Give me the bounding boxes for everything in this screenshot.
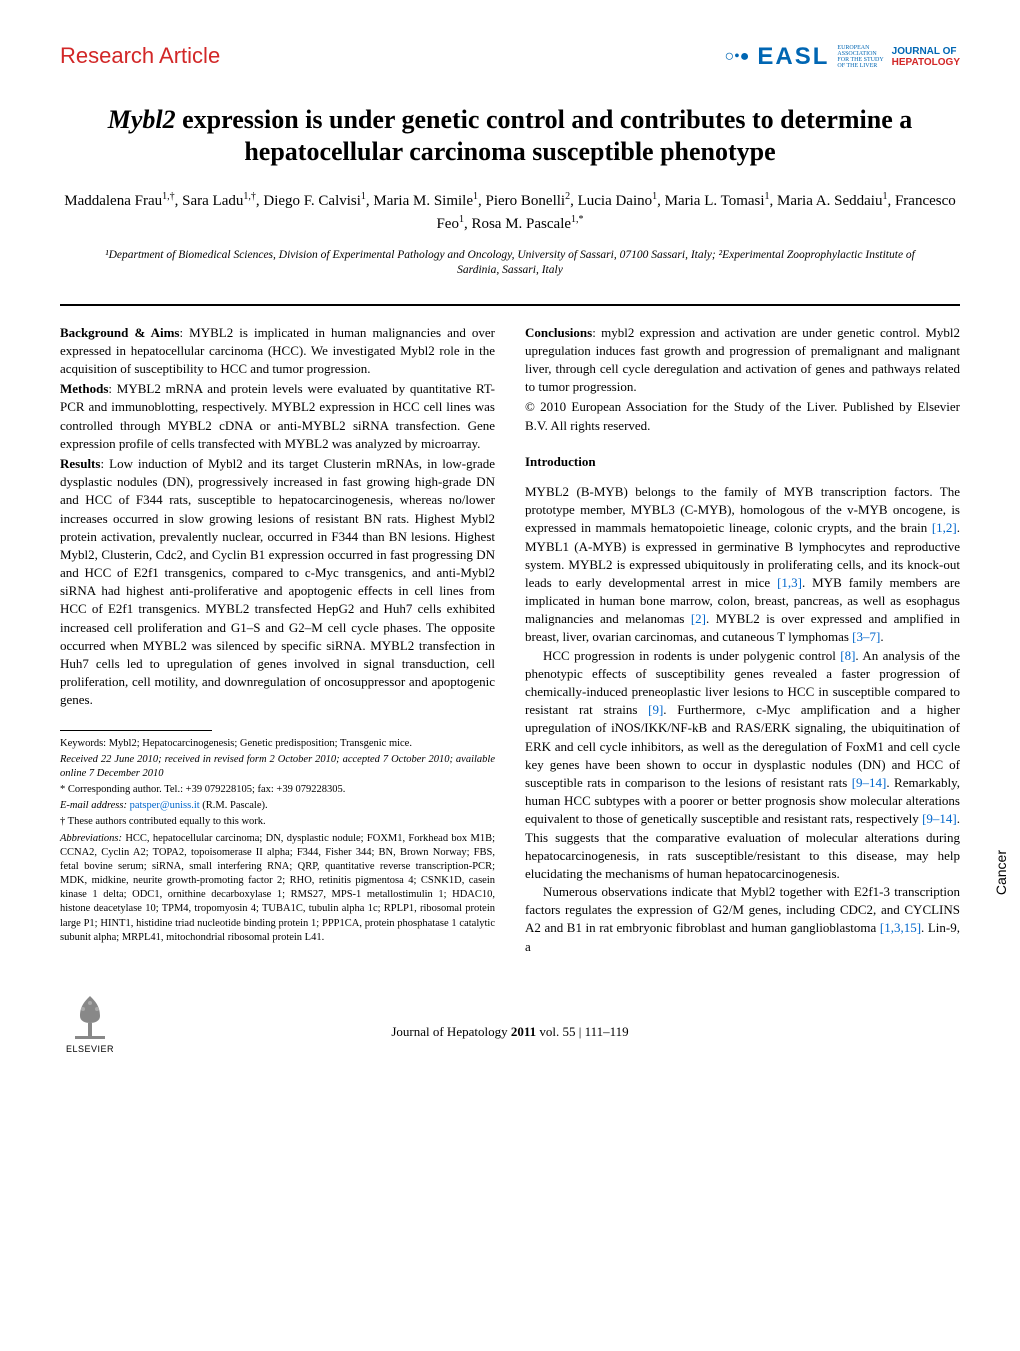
easl-logo: EASL (757, 40, 829, 74)
affiliations: ¹Department of Biomedical Sciences, Divi… (90, 248, 930, 279)
abstract-columns: Background & Aims: MYBL2 is implicated i… (60, 324, 960, 956)
background-aims: Background & Aims: MYBL2 is implicated i… (60, 324, 495, 379)
ref-link[interactable]: [9–14] (922, 811, 957, 826)
email-line: E-mail address: patsper@uniss.it (R.M. P… (60, 799, 495, 813)
introduction-heading: Introduction (525, 453, 960, 471)
elsevier-tree-icon (65, 991, 115, 1041)
conclusions: Conclusions: mybl2 expression and activa… (525, 324, 960, 397)
ref-link[interactable]: [9–14] (852, 775, 887, 790)
ref-link[interactable]: [3–7] (852, 629, 880, 644)
ref-link[interactable]: [2] (691, 611, 706, 626)
ref-link[interactable]: [1,2] (932, 520, 957, 535)
side-tab-cancer: Cancer (992, 850, 1012, 895)
equal-contribution: † These authors contributed equally to t… (60, 815, 495, 829)
footnote-separator (60, 730, 212, 731)
easl-dots-icon: ○•● (724, 46, 749, 68)
article-title: Mybl2 expression is under genetic contro… (100, 104, 920, 169)
right-column: Conclusions: mybl2 expression and activa… (525, 324, 960, 956)
ref-link[interactable]: [9] (648, 702, 663, 717)
intro-p2: HCC progression in rodents is under poly… (525, 647, 960, 883)
header: Research Article ○•● EASL EUROPEAN ASSOC… (60, 40, 960, 74)
keywords: Keywords: Mybl2; Hepatocarcinogenesis; G… (60, 737, 495, 751)
results: Results: Low induction of Mybl2 and its … (60, 455, 495, 710)
methods: Methods: MYBL2 mRNA and protein levels w… (60, 380, 495, 453)
ref-link[interactable]: [8] (840, 648, 855, 663)
citation: Journal of Hepatology 2011 vol. 55 | 111… (120, 1023, 900, 1041)
article-type: Research Article (60, 41, 220, 72)
intro-p3: Numerous observations indicate that Mybl… (525, 883, 960, 956)
journal-name: JOURNAL OF HEPATOLOGY (892, 46, 960, 68)
abbreviations: Abbreviations: HCC, hepatocellular carci… (60, 832, 495, 945)
copyright: © 2010 European Association for the Stud… (525, 398, 960, 434)
intro-p1: MYBL2 (B-MYB) belongs to the family of M… (525, 483, 960, 647)
elsevier-logo: ELSEVIER (60, 986, 120, 1056)
ref-link[interactable]: [1,3] (777, 575, 802, 590)
ref-link[interactable]: [1,3,15] (880, 920, 921, 935)
email-link[interactable]: patsper@uniss.it (130, 800, 200, 811)
elsevier-text: ELSEVIER (66, 1043, 114, 1056)
corresponding-author: * Corresponding author. Tel.: +39 079228… (60, 783, 495, 797)
divider-top (60, 304, 960, 306)
footer: ELSEVIER Journal of Hepatology 2011 vol.… (60, 986, 960, 1056)
footnotes: Keywords: Mybl2; Hepatocarcinogenesis; G… (60, 737, 495, 945)
authors: Maddalena Frau1,†, Sara Ladu1,†, Diego F… (60, 189, 960, 236)
journal-logo: ○•● EASL EUROPEAN ASSOCIATION FOR THE ST… (724, 40, 960, 74)
left-column: Background & Aims: MYBL2 is implicated i… (60, 324, 495, 956)
received-dates: Received 22 June 2010; received in revis… (60, 753, 495, 781)
easl-subtitle: EUROPEAN ASSOCIATION FOR THE STUDY OF TH… (837, 45, 883, 69)
